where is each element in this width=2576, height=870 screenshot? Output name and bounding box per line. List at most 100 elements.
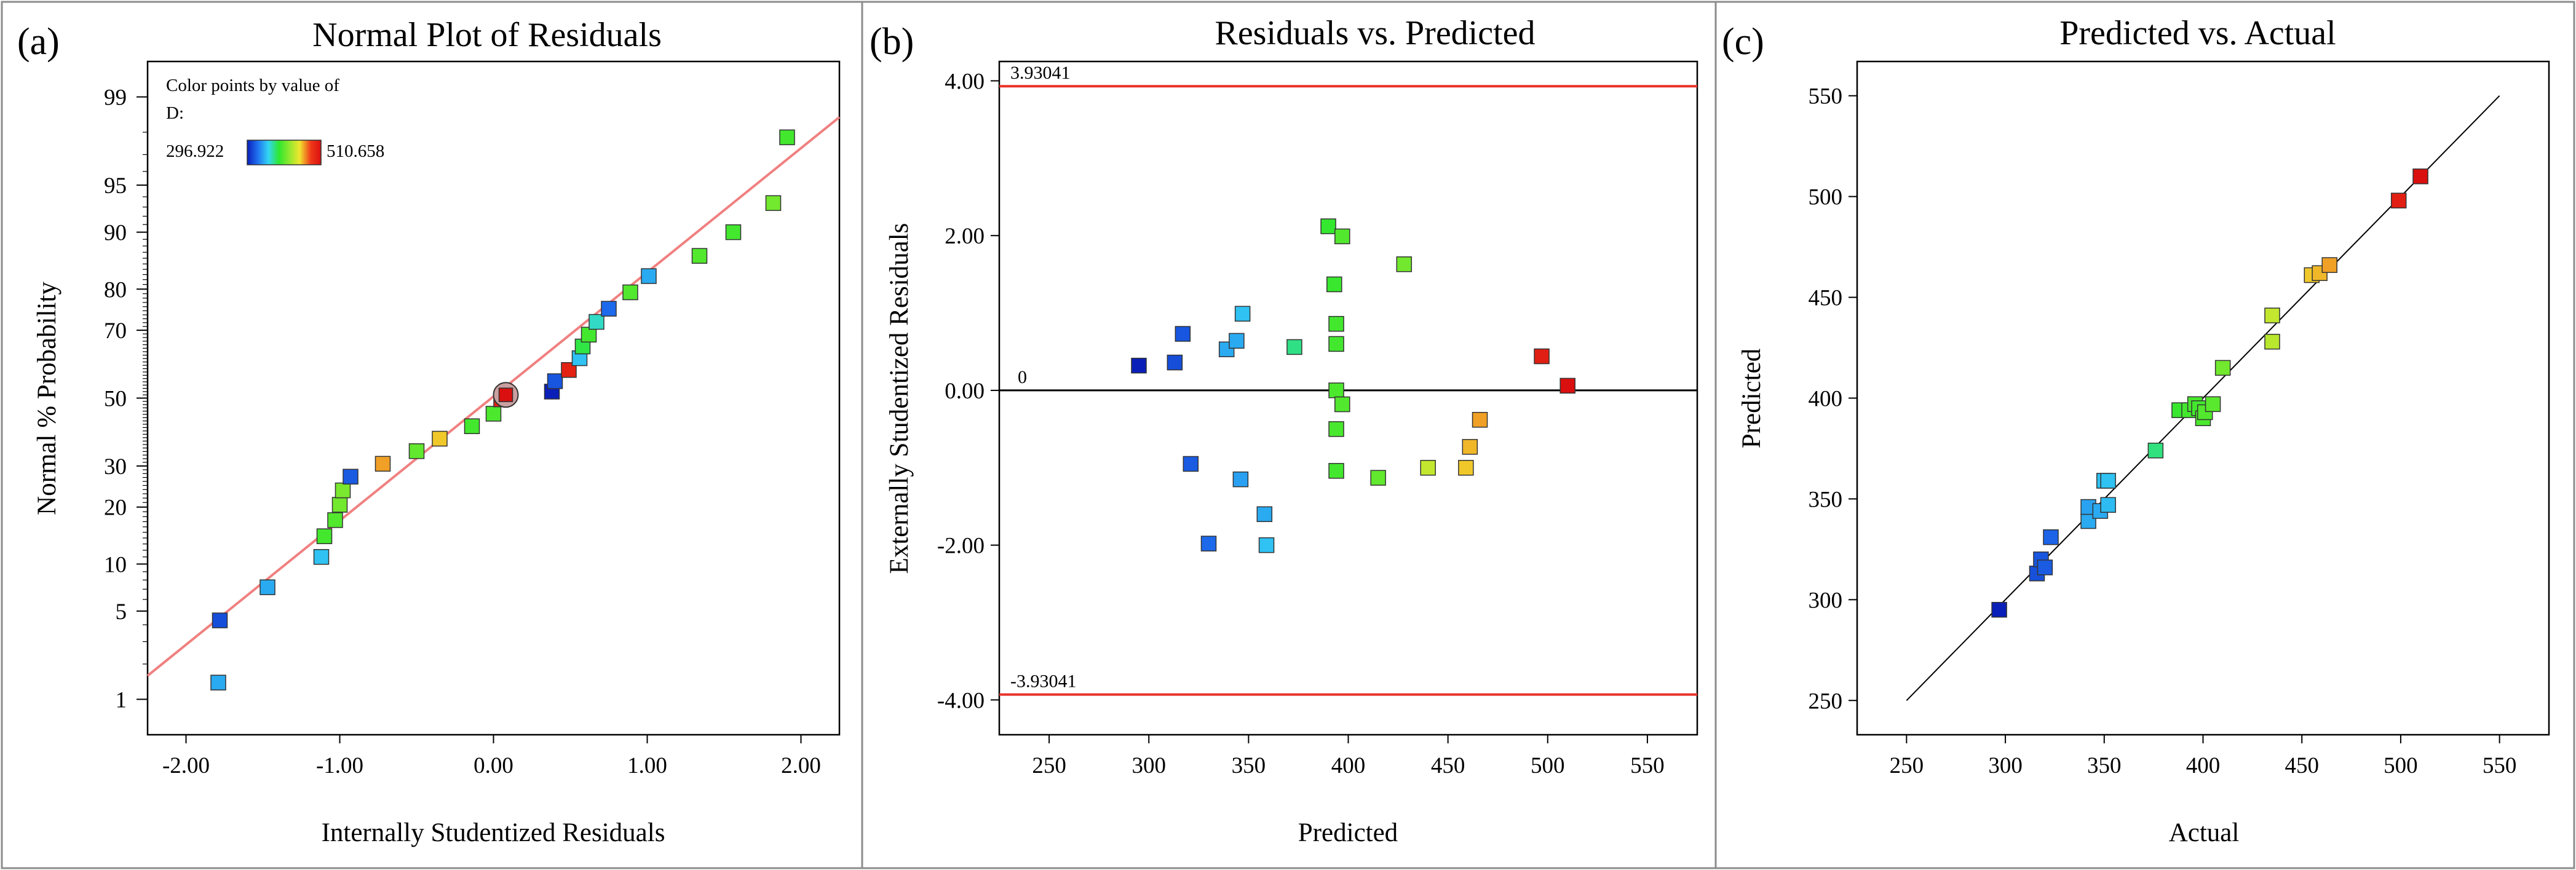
panel-b-point bbox=[1328, 463, 1344, 479]
panel-c-title: Predicted vs. Actual bbox=[2059, 14, 2336, 52]
panel-c-point bbox=[2037, 560, 2053, 575]
panel-b-x-tick-label: 500 bbox=[1531, 753, 1565, 778]
panel-c-y-label: Predicted bbox=[1737, 349, 1766, 448]
panel-a-y-tick-label: 99 bbox=[104, 85, 127, 111]
panel-b-title: Residuals vs. Predicted bbox=[1215, 14, 1535, 52]
panel-c-point bbox=[2264, 307, 2280, 323]
panel-a-point bbox=[335, 482, 351, 499]
panel-b-point bbox=[1534, 348, 1550, 365]
panel-a-point bbox=[316, 528, 333, 544]
legend-title: Color points by value of bbox=[166, 76, 339, 95]
panel-c-x-label: Actual bbox=[2169, 818, 2240, 847]
panel-b-point bbox=[1326, 276, 1342, 293]
legend-max-label: 510.658 bbox=[327, 141, 384, 161]
panel-c-x-tick-label: 350 bbox=[2087, 753, 2122, 778]
panel-a-y-tick-label: 30 bbox=[104, 454, 127, 480]
panel-a-x-tick-label: -1.00 bbox=[316, 753, 363, 778]
panel-c-x-tick-label: 300 bbox=[1988, 753, 2023, 778]
panel-a-x-tick-label: 2.00 bbox=[781, 753, 821, 778]
legend-min-label: 296.922 bbox=[166, 141, 224, 161]
panel-c-y-tick-label: 300 bbox=[1809, 588, 1843, 613]
panel-b-point bbox=[1334, 396, 1350, 413]
panel-c-point bbox=[2205, 396, 2221, 413]
panel-a-point bbox=[779, 129, 795, 146]
panel-a-point bbox=[313, 549, 330, 565]
panel-c-point bbox=[2321, 257, 2337, 273]
panel-c-x-tick-label: 450 bbox=[2285, 753, 2319, 778]
panel-a-point bbox=[485, 406, 502, 422]
panel-a-normal-plot: (a) Normal Plot of Residuals -2.00 -1.00 0… bbox=[17, 16, 841, 847]
panel-a-y-tick-label: 50 bbox=[104, 387, 127, 412]
panel-b-point bbox=[1328, 336, 1344, 352]
panel-b-y-tick-label: -2.00 bbox=[937, 534, 985, 559]
panel-a-y-tick-label: 80 bbox=[104, 277, 127, 303]
panel-c-x-tick-label: 500 bbox=[2384, 753, 2418, 778]
panel-b-x-tick-label: 550 bbox=[1630, 753, 1665, 778]
panel-b-x-axis: 250 300 350 400 450 500 550 bbox=[1032, 735, 1665, 778]
panel-b-limit-label: 3.93041 bbox=[1010, 63, 1071, 83]
panel-b-point bbox=[1472, 411, 1488, 428]
panel-b-point bbox=[1232, 471, 1249, 488]
panel-b-x-tick-label: 350 bbox=[1232, 753, 1266, 778]
panel-c-point bbox=[1991, 601, 2007, 618]
legend-color-bar bbox=[247, 140, 322, 165]
panel-a-point bbox=[343, 469, 359, 485]
panel-a-point bbox=[331, 497, 348, 513]
panel-a-point bbox=[210, 674, 226, 690]
panel-b-point bbox=[1234, 306, 1251, 322]
panel-a-y-tick-label: 70 bbox=[104, 318, 127, 344]
panel-a-point bbox=[408, 443, 425, 459]
panel-b-zero-label: 0 bbox=[1018, 367, 1027, 387]
panel-c-y-tick-label: 250 bbox=[1809, 689, 1843, 714]
panel-a-label: (a) bbox=[17, 21, 60, 63]
panel-a-points bbox=[210, 129, 795, 690]
panel-c-point bbox=[2033, 552, 2049, 567]
panel-b-y-tick-label: 0.00 bbox=[945, 379, 985, 404]
panel-b-point bbox=[1420, 460, 1436, 476]
panel-c-point bbox=[2214, 360, 2231, 376]
panel-b-limit-label: -3.93041 bbox=[1010, 671, 1077, 692]
panel-a-x-tick-label: 0.00 bbox=[474, 753, 513, 778]
panel-a-y-tick-label: 1 bbox=[116, 687, 127, 713]
panel-c-label: (c) bbox=[1722, 21, 1764, 63]
panel-c-y-tick-label: 500 bbox=[1809, 185, 1843, 210]
panel-a-point bbox=[765, 195, 782, 212]
panel-c-y-axis: 250 300 350 400 450 500 550 bbox=[1809, 84, 1857, 714]
panel-a-y-label: Normal % Probability bbox=[33, 282, 61, 515]
panel-a-point bbox=[725, 224, 742, 240]
panel-c-point bbox=[2264, 333, 2280, 350]
panel-c-point bbox=[2100, 497, 2116, 513]
panel-c-y-tick-label: 550 bbox=[1809, 84, 1843, 109]
panel-c-point bbox=[2043, 529, 2059, 545]
panel-c-points bbox=[1991, 168, 2428, 618]
panel-b-point bbox=[1183, 456, 1199, 472]
panel-b-point bbox=[1396, 256, 1413, 272]
panel-b-reference-lines: 3.93041 -3.93041 0 bbox=[999, 63, 1697, 696]
panel-a-y-axis: 1 5 10 20 30 50 70 80 90 95 99 bbox=[104, 85, 148, 713]
panel-a-x-tick-label: -2.00 bbox=[162, 753, 210, 778]
panel-b-point bbox=[1328, 382, 1344, 398]
panel-a-point bbox=[464, 418, 480, 435]
panel-a-y-tick-label: 10 bbox=[104, 552, 127, 577]
panel-a-y-tick-label: 20 bbox=[104, 496, 127, 521]
panel-a-point bbox=[375, 456, 391, 472]
panel-a-y-tick-label: 90 bbox=[104, 221, 127, 246]
panel-c-predicted-vs-actual: (c) Predicted vs. Actual 250 300 350 400 450… bbox=[1722, 14, 2550, 847]
panel-c-point bbox=[2100, 473, 2116, 489]
panel-b-x-tick-label: 250 bbox=[1032, 753, 1066, 778]
panel-b-point bbox=[1328, 421, 1344, 437]
panel-b-point bbox=[1229, 333, 1245, 349]
panel-b-point bbox=[1462, 439, 1478, 455]
panel-b-point bbox=[1458, 460, 1474, 476]
panel-c-point bbox=[2147, 442, 2164, 459]
panel-a-point bbox=[260, 579, 275, 595]
panel-a-x-tick-label: 1.00 bbox=[627, 753, 667, 778]
panel-b-x-tick-label: 450 bbox=[1431, 753, 1465, 778]
panel-b-points bbox=[1131, 218, 1575, 553]
panel-a-point bbox=[691, 248, 708, 264]
panel-c-x-tick-label: 400 bbox=[2186, 753, 2221, 778]
panel-a-x-label: Internally Studentized Residuals bbox=[322, 818, 665, 847]
panel-b-point bbox=[1175, 326, 1191, 342]
panel-a-point bbox=[589, 314, 604, 330]
